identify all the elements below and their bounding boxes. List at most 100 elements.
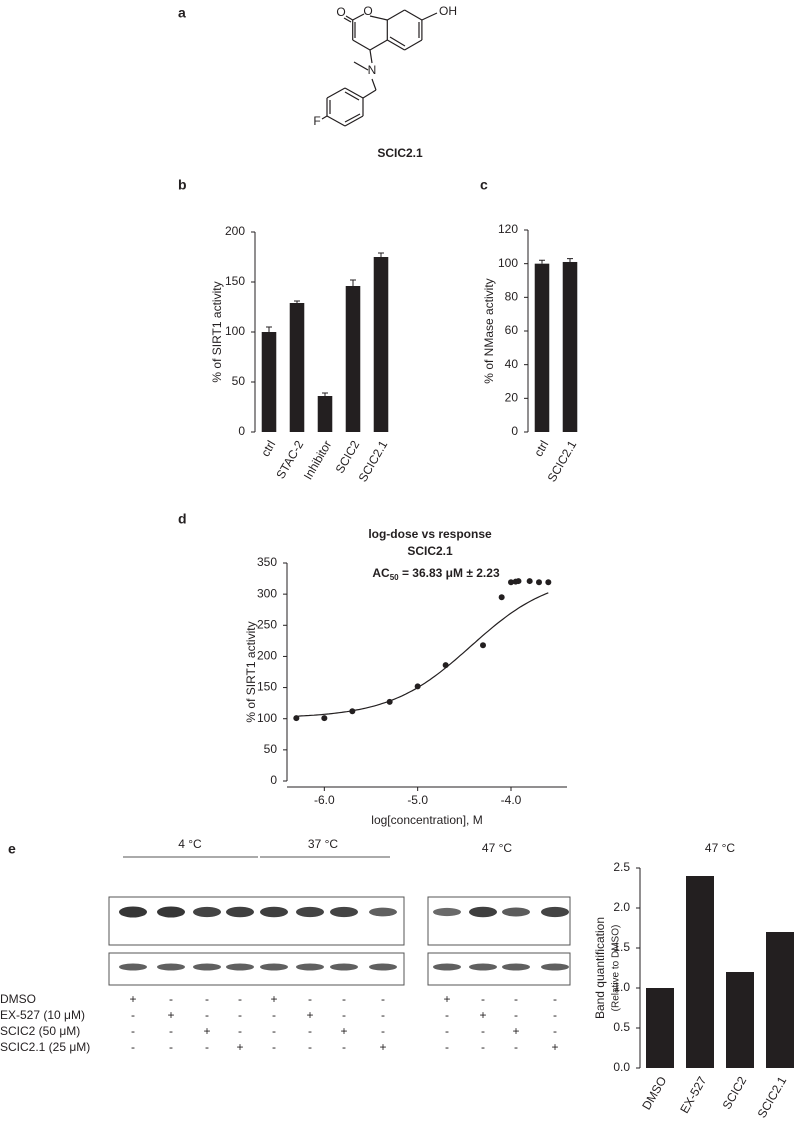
blot-band <box>502 907 530 917</box>
data-point <box>442 662 449 669</box>
treatment-sign: + <box>236 1040 243 1054</box>
atom-label: O <box>363 4 372 18</box>
atom-label: N <box>368 63 377 77</box>
y-tick-label: 40 <box>505 357 519 371</box>
blot-band <box>469 906 497 918</box>
chart-subtitle: SCIC2.1 <box>407 544 453 558</box>
treatment-label: SCIC2.1 (25 μM) <box>0 1040 90 1054</box>
x-tick-label: SCIC2.1 <box>755 1074 790 1121</box>
blot-band <box>226 906 254 918</box>
treatment-sign: + <box>479 1008 486 1022</box>
error-bar <box>378 252 384 257</box>
x-tick-label: -5.0 <box>407 793 428 807</box>
treatment-sign: + <box>551 1040 558 1054</box>
blot-band <box>502 963 530 971</box>
x-axis-label: log[concentration], M <box>371 813 482 827</box>
blot-band <box>157 963 185 971</box>
treatment-sign: - <box>342 992 346 1006</box>
treatment-sign: - <box>205 992 209 1006</box>
y-tick-label: 200 <box>257 649 277 663</box>
blot-band <box>369 963 397 971</box>
blot-band <box>541 963 569 971</box>
treatment-sign: - <box>131 1008 135 1022</box>
y-tick-label: 350 <box>257 555 277 569</box>
treatment-sign: - <box>481 1024 485 1038</box>
blot-band <box>119 963 147 971</box>
blot-band <box>296 963 324 971</box>
treatment-sign: - <box>238 992 242 1006</box>
treatment-sign: + <box>167 1008 174 1022</box>
bar <box>562 261 578 432</box>
data-point <box>536 579 542 586</box>
blot-band <box>119 906 147 918</box>
blot-band <box>369 907 397 917</box>
treatment-sign: - <box>308 992 312 1006</box>
x-tick-label: DMSO <box>639 1074 669 1112</box>
y-tick-label: 100 <box>257 711 277 725</box>
treatment-sign: - <box>553 1008 557 1022</box>
treatment-sign: - <box>342 1008 346 1022</box>
bar <box>261 332 277 432</box>
panel-label: e <box>8 841 16 857</box>
annotation-text: = 36.83 μM ± 2.23 <box>399 566 500 580</box>
treatment-sign: - <box>272 1024 276 1038</box>
bar <box>534 263 550 432</box>
blot-band <box>541 906 569 918</box>
compound-name: SCIC2.1 <box>377 146 423 160</box>
bar <box>289 303 305 432</box>
data-point <box>526 578 533 585</box>
treatment-sign: - <box>381 1008 385 1022</box>
y-axis-label: % of SIRT1 activity <box>210 281 224 382</box>
treatment-sign: - <box>514 992 518 1006</box>
chart-title: 47 °C <box>705 841 735 855</box>
treatment-sign: - <box>445 1008 449 1022</box>
treatment-sign: + <box>203 1024 210 1038</box>
y-tick-label: 20 <box>505 391 519 405</box>
treatment-sign: - <box>381 1024 385 1038</box>
blot-band <box>296 906 324 918</box>
y-tick-label: 100 <box>498 256 518 270</box>
treatment-sign: + <box>443 992 450 1006</box>
error-bar <box>567 258 573 262</box>
y-tick-label: 0.0 <box>613 1060 630 1074</box>
data-point <box>293 715 300 722</box>
y-tick-label: 250 <box>257 617 277 631</box>
x-tick-label: Inhibitor <box>301 438 334 482</box>
treatment-sign: - <box>272 1040 276 1054</box>
panel-label: b <box>178 177 187 193</box>
error-bar <box>350 279 356 286</box>
y-tick-label: 0 <box>270 773 277 787</box>
y-tick-label: 50 <box>232 374 246 388</box>
y-tick-label: 0 <box>511 424 518 438</box>
x-tick-label: SCIC2 <box>333 438 363 476</box>
annotation: AC50 = 36.83 μM ± 2.23 <box>372 566 500 582</box>
annotation-subscript: 50 <box>390 573 399 582</box>
y-tick-label: 2.0 <box>613 900 630 914</box>
treatment-sign: + <box>306 1008 313 1022</box>
y-tick-label: 1.0 <box>613 980 630 994</box>
bar <box>646 988 674 1068</box>
data-point <box>508 579 514 586</box>
data-point <box>515 578 522 585</box>
data-point <box>386 698 393 705</box>
treatment-label: DMSO <box>0 992 36 1006</box>
temperature-label: 37 °C <box>308 837 338 851</box>
blot-band <box>193 963 221 971</box>
x-tick-label: EX-527 <box>677 1074 709 1116</box>
treatment-sign: + <box>270 992 277 1006</box>
treatment-sign: - <box>381 992 385 1006</box>
y-axis-label: % of SIRT1 activity <box>244 621 258 722</box>
treatment-sign: - <box>169 992 173 1006</box>
treatment-sign: - <box>131 1024 135 1038</box>
data-point <box>321 715 328 722</box>
bar <box>345 286 361 432</box>
y-axis-label: % of NMase activity <box>482 278 496 383</box>
treatment-sign: - <box>272 1008 276 1022</box>
treatment-sign: - <box>308 1024 312 1038</box>
blot-band <box>157 906 185 918</box>
data-point <box>498 594 505 601</box>
treatment-sign: + <box>379 1040 386 1054</box>
y-tick-label: 1.5 <box>613 940 630 954</box>
treatment-sign: - <box>481 1040 485 1054</box>
blot-band <box>260 906 288 918</box>
